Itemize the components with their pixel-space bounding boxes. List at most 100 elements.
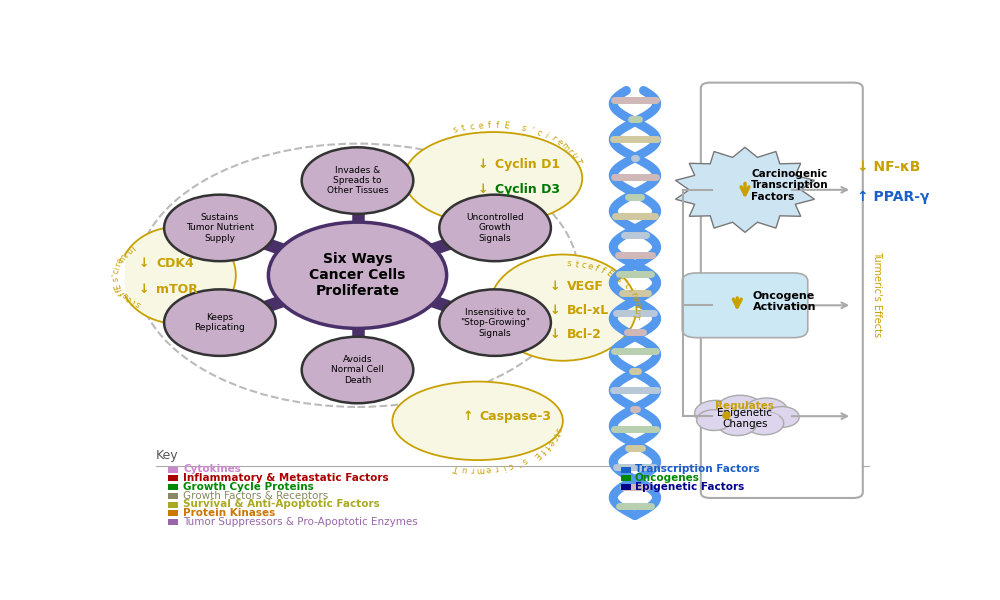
Text: Uncontrolled
Growth
Signals: Uncontrolled Growth Signals xyxy=(466,213,524,243)
FancyBboxPatch shape xyxy=(168,475,178,481)
Text: i: i xyxy=(542,131,550,140)
Text: ↓: ↓ xyxy=(478,158,488,171)
Text: ': ' xyxy=(111,274,120,276)
Circle shape xyxy=(745,398,788,424)
Text: Epigenetic
Changes: Epigenetic Changes xyxy=(718,408,772,430)
Text: c: c xyxy=(580,260,587,271)
Text: m: m xyxy=(558,140,571,152)
Text: T: T xyxy=(572,156,582,164)
Text: Six Ways
Cancer Cells
Proliferate: Six Ways Cancer Cells Proliferate xyxy=(309,252,406,298)
Ellipse shape xyxy=(711,410,779,422)
Text: e: e xyxy=(477,121,484,131)
Text: ↓: ↓ xyxy=(139,257,149,270)
Text: c: c xyxy=(622,282,632,290)
Text: u: u xyxy=(461,464,468,473)
Text: Survival & Anti-Apoptotic Factors: Survival & Anti-Apoptotic Factors xyxy=(183,499,380,509)
Text: m: m xyxy=(117,252,129,263)
Text: c: c xyxy=(124,294,134,303)
Circle shape xyxy=(745,412,784,435)
Text: ↓: ↓ xyxy=(550,280,560,293)
Circle shape xyxy=(268,222,447,328)
Text: Caspase-3: Caspase-3 xyxy=(479,410,551,422)
Text: i: i xyxy=(501,462,506,472)
Text: ': ' xyxy=(528,125,534,135)
Text: r: r xyxy=(493,463,499,473)
Text: r: r xyxy=(565,147,574,155)
Text: ↓: ↓ xyxy=(550,328,560,341)
Text: Tumor Suppressors & Pro-Apoptotic Enzymes: Tumor Suppressors & Pro-Apoptotic Enzyme… xyxy=(183,517,418,527)
Text: Avoids
Normal Cell
Death: Avoids Normal Cell Death xyxy=(331,355,384,385)
Text: r: r xyxy=(549,134,557,143)
Text: e: e xyxy=(545,438,555,447)
Text: r: r xyxy=(114,262,123,268)
FancyBboxPatch shape xyxy=(701,83,863,498)
Text: ↓: ↓ xyxy=(478,184,488,196)
Circle shape xyxy=(439,194,551,261)
Text: mTOR: mTOR xyxy=(156,283,198,296)
Text: f: f xyxy=(542,443,551,451)
Text: ↑: ↑ xyxy=(462,410,473,422)
Circle shape xyxy=(695,400,737,426)
Text: e: e xyxy=(630,295,640,302)
Circle shape xyxy=(764,407,799,427)
Text: Protein Kinases: Protein Kinases xyxy=(183,508,275,518)
Text: f: f xyxy=(537,446,546,455)
Text: VEGF: VEGF xyxy=(567,280,604,293)
Text: Oncogene
Activation: Oncogene Activation xyxy=(753,291,816,313)
FancyBboxPatch shape xyxy=(682,273,808,338)
Text: c: c xyxy=(111,269,121,274)
Text: T: T xyxy=(453,463,460,473)
Text: ': ' xyxy=(515,458,521,467)
Text: ': ' xyxy=(619,279,628,286)
Circle shape xyxy=(697,410,731,431)
FancyBboxPatch shape xyxy=(168,502,178,508)
Circle shape xyxy=(302,337,413,403)
Text: f: f xyxy=(496,121,499,130)
Circle shape xyxy=(717,395,763,423)
Text: Cyclin D3: Cyclin D3 xyxy=(495,184,560,196)
Text: s: s xyxy=(133,299,142,308)
Text: r: r xyxy=(632,305,641,308)
Polygon shape xyxy=(675,148,815,232)
Text: i: i xyxy=(112,266,122,270)
Text: Epigenetic Factors: Epigenetic Factors xyxy=(635,482,744,492)
Circle shape xyxy=(164,194,276,261)
Text: f: f xyxy=(116,286,125,292)
Text: e: e xyxy=(115,257,126,265)
Text: s: s xyxy=(520,455,529,466)
Text: u: u xyxy=(632,308,641,314)
Circle shape xyxy=(439,289,551,356)
Text: t: t xyxy=(574,260,579,269)
Text: E: E xyxy=(604,268,614,278)
Ellipse shape xyxy=(404,132,582,224)
Text: f: f xyxy=(593,264,600,274)
Text: ↓ NF-κB: ↓ NF-κB xyxy=(857,160,921,174)
FancyBboxPatch shape xyxy=(621,475,631,481)
Text: E: E xyxy=(532,449,542,459)
Text: r: r xyxy=(470,464,474,474)
FancyBboxPatch shape xyxy=(168,511,178,517)
Text: e: e xyxy=(586,262,594,272)
Text: m: m xyxy=(631,298,641,307)
Text: u: u xyxy=(125,247,135,257)
Text: s: s xyxy=(567,259,572,269)
Text: Transcription Factors: Transcription Factors xyxy=(635,464,760,475)
Text: Bcl-xL: Bcl-xL xyxy=(567,304,609,317)
FancyBboxPatch shape xyxy=(168,493,178,499)
Text: Regulates: Regulates xyxy=(716,401,774,410)
Text: Growth Cycle Proteins: Growth Cycle Proteins xyxy=(183,482,314,492)
Text: Bcl-2: Bcl-2 xyxy=(567,328,602,341)
Text: Inflammatory & Metastatic Factors: Inflammatory & Metastatic Factors xyxy=(183,473,389,483)
Text: Sustains
Tumor Nutrient
Supply: Sustains Tumor Nutrient Supply xyxy=(186,213,254,243)
Text: t: t xyxy=(129,297,138,305)
Ellipse shape xyxy=(392,382,563,460)
Text: e: e xyxy=(485,464,491,474)
Text: E: E xyxy=(503,121,510,131)
Text: ↓: ↓ xyxy=(139,283,149,296)
Text: e: e xyxy=(554,137,564,148)
Text: c: c xyxy=(507,460,515,470)
Text: Cyclin D1: Cyclin D1 xyxy=(495,158,560,171)
FancyBboxPatch shape xyxy=(168,484,178,490)
Text: Growth Factors & Receptors: Growth Factors & Receptors xyxy=(183,491,328,500)
Text: t: t xyxy=(460,124,467,133)
